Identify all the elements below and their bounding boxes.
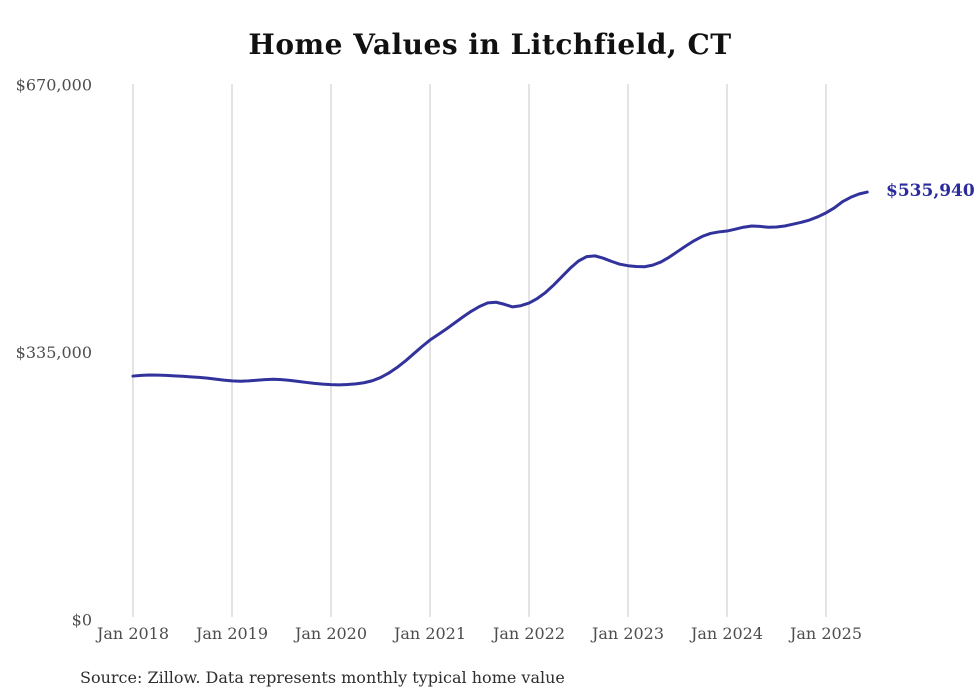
x-tick-label: Jan 2023 xyxy=(590,624,664,643)
latest-value-label: $535,940 xyxy=(886,181,975,201)
x-tick-label: Jan 2022 xyxy=(491,624,565,643)
x-tick-label: Jan 2020 xyxy=(293,624,367,643)
y-tick-label: $335,000 xyxy=(16,343,92,362)
home-value-line xyxy=(131,190,869,387)
x-tick-label: Jan 2021 xyxy=(392,624,466,643)
y-tick-label: $0 xyxy=(72,611,92,630)
source-note: Source: Zillow. Data represents monthly … xyxy=(80,668,565,687)
x-tick-label: Jan 2025 xyxy=(788,624,862,643)
chart-title: Home Values in Litchfield, CT xyxy=(248,28,732,61)
x-tick-label: Jan 2024 xyxy=(689,624,763,643)
y-tick-label: $670,000 xyxy=(16,76,92,95)
x-tick-label: Jan 2019 xyxy=(194,624,268,643)
x-tick-label: Jan 2018 xyxy=(95,624,169,643)
